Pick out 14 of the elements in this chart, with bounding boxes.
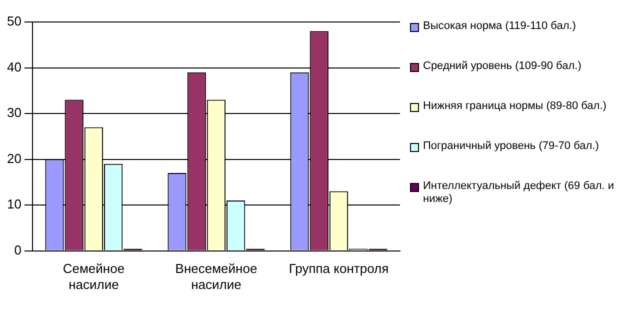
legend-label: Пограничный уровень (79-70 бал.) xyxy=(423,140,599,153)
legend-label: Высокая норма (119-110 бал.) xyxy=(423,20,576,33)
x-tick-label: Группа контроля xyxy=(288,261,389,276)
y-tick-label: 50 xyxy=(6,14,22,29)
y-tick-label: 10 xyxy=(6,196,22,212)
y-tick-label: 40 xyxy=(6,59,22,74)
y-tick-label: 20 xyxy=(6,150,22,166)
legend-label: Интеллектуальный дефект (69 бал. и ниже) xyxy=(423,180,616,206)
y-tick-label: 0 xyxy=(14,242,22,258)
legend-label: Нижняя граница нормы (89-80 бал.) xyxy=(423,100,606,113)
legend-label: Средний уровень (109-90 бал.) xyxy=(423,60,582,73)
y-tick-label: 30 xyxy=(6,105,22,120)
x-tick-label: Семейное насилие xyxy=(62,261,125,292)
x-tick-label: Внесемейное насилие xyxy=(175,261,258,292)
